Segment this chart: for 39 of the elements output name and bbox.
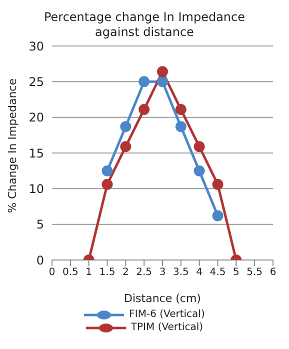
point — [102, 178, 113, 190]
y-tick-label: 25 — [28, 74, 44, 89]
point — [212, 178, 224, 190]
x-tick-label: 2 — [122, 267, 129, 278]
point — [194, 165, 205, 176]
y-tick-label: 0 — [36, 253, 44, 268]
y-tick-label: 20 — [28, 110, 44, 125]
point — [102, 165, 113, 176]
point — [138, 76, 150, 88]
x-tick-label: 4 — [196, 267, 203, 278]
x-tick-label: 5 — [232, 267, 240, 278]
y-axis-title: % Change In Impedance — [6, 78, 19, 213]
point — [157, 66, 168, 78]
legend-label: FIM-6 (Vertical) — [129, 308, 205, 320]
x-tick-label: 1.5 — [99, 267, 116, 278]
y-tick-label: 10 — [28, 182, 44, 196]
x-tick-label: 6 — [270, 267, 276, 278]
point — [212, 210, 224, 222]
x-axis-title: Distance (cm) — [124, 292, 201, 305]
x-tick-label: 0.5 — [62, 267, 78, 278]
point — [175, 121, 186, 132]
point — [120, 121, 132, 132]
x-tick-label: 3.5 — [172, 267, 189, 278]
x-tick-label: 2.5 — [136, 267, 152, 278]
x-tick-label: 0 — [48, 267, 56, 278]
x-tick-label: 4.5 — [210, 267, 226, 278]
y-tick-label: 30 — [28, 39, 44, 54]
chart-title: Percentage change In Impedance against distance — [42, 10, 246, 40]
point — [157, 76, 168, 88]
point — [138, 104, 150, 115]
legend-label: TPIM (Vertical) — [130, 322, 204, 334]
y-tick-label: 5 — [36, 218, 44, 232]
y-tick-label: 15 — [28, 146, 44, 160]
x-tick-label: 3 — [159, 267, 166, 278]
x-tick-label: 1 — [86, 267, 92, 278]
point — [175, 104, 186, 115]
point — [194, 141, 205, 152]
x-tick-label: 5.5 — [246, 267, 263, 278]
point — [120, 141, 132, 152]
